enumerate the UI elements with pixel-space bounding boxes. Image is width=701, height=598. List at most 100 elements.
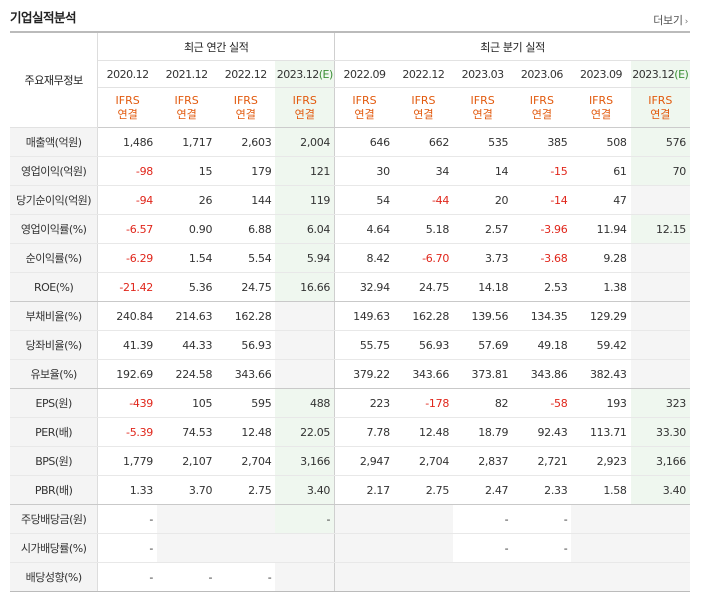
value-cell: -6.29 xyxy=(97,243,157,273)
table-row: PBR(배) 1.33 3.70 2.75 3.40 2.17 2.75 2.47 2.33 1.… xyxy=(10,475,690,505)
value-cell: 1,486 xyxy=(97,127,157,157)
value-cell xyxy=(453,562,513,592)
value-cell: 3.40 xyxy=(275,475,335,505)
row-label: 시가배당률(%) xyxy=(10,533,99,563)
period-header: 2021.12 xyxy=(157,60,217,88)
ifrs-label: IFRS xyxy=(588,93,614,107)
value-cell: 49.18 xyxy=(512,330,572,360)
annual-group-header: 최근 연간 실적 xyxy=(97,31,335,61)
row-label: 당기순이익(억원) xyxy=(10,185,99,215)
value-cell xyxy=(393,504,454,534)
ifrs-label: IFRS xyxy=(233,93,258,107)
value-cell: 82 xyxy=(453,388,513,418)
value-cell: 59.42 xyxy=(571,330,631,360)
value-cell: 1.33 xyxy=(97,475,157,505)
period-header: 2020.12 xyxy=(97,60,157,88)
row-label: 유보율(%) xyxy=(10,359,99,389)
value-cell: 6.04 xyxy=(275,214,335,244)
value-cell xyxy=(393,533,454,563)
value-cell: - xyxy=(97,533,157,563)
value-cell: 2,004 xyxy=(275,127,335,157)
table-row: 영업이익(억원) -98 15 179 121 30 34 14 -15 61 70 xyxy=(10,156,690,186)
value-cell: 508 xyxy=(571,127,631,157)
value-cell: 121 xyxy=(275,156,335,186)
value-cell: 3.40 xyxy=(630,475,690,505)
period-label: 2023.06 xyxy=(520,67,564,81)
period-header: 2022.12 xyxy=(393,60,454,88)
value-cell: 240.84 xyxy=(97,301,157,331)
ifrs-header: IFRS 연결 xyxy=(512,87,572,128)
value-cell: 3.73 xyxy=(453,243,513,273)
value-cell xyxy=(275,359,335,389)
value-cell xyxy=(512,562,572,592)
table-row: 영업이익률(%) -6.57 0.90 6.88 6.04 4.64 5.18 2.57 -3.… xyxy=(10,214,690,244)
value-cell: -21.42 xyxy=(97,272,157,302)
ifrs-header: IFRS 연결 xyxy=(393,87,454,128)
ifrs-header: IFRS 연결 xyxy=(453,87,513,128)
consolidated-label: 연결 xyxy=(413,107,434,121)
row-label: 부채비율(%) xyxy=(10,301,99,331)
consolidated-label: 연결 xyxy=(294,107,315,121)
value-cell: 129.29 xyxy=(571,301,631,331)
table-row: ROE(%) -21.42 5.36 24.75 16.66 32.94 24.75 14.1… xyxy=(10,272,690,302)
chevron-right-icon: › xyxy=(684,17,689,27)
row-label: 영업이익(억원) xyxy=(10,156,99,186)
value-cell: 70 xyxy=(630,156,690,186)
value-cell: - xyxy=(275,504,335,534)
value-cell: 6.88 xyxy=(216,214,276,244)
row-label: 당좌비율(%) xyxy=(10,330,99,360)
row-label: BPS(원) xyxy=(10,446,99,476)
value-cell: 2.33 xyxy=(512,475,572,505)
value-cell xyxy=(630,272,690,302)
estimate-mark: (E) xyxy=(318,67,334,81)
consolidated-label: 연결 xyxy=(235,107,256,121)
value-cell xyxy=(630,185,690,215)
value-cell: 1,779 xyxy=(97,446,157,476)
value-cell: 1.58 xyxy=(571,475,631,505)
value-cell xyxy=(571,562,631,592)
value-cell: 119 xyxy=(275,185,335,215)
value-cell: 193 xyxy=(571,388,631,418)
quarterly-group-header: 최근 분기 실적 xyxy=(334,31,690,61)
value-cell: 382.43 xyxy=(571,359,631,389)
header-group-row: 주요재무정보 최근 연간 실적 최근 분기 실적 xyxy=(10,31,690,128)
period-label: 2023.12 xyxy=(276,67,320,81)
value-cell: 323 xyxy=(630,388,690,418)
value-cell: 12.48 xyxy=(216,417,276,447)
period-label: 2022.09 xyxy=(343,67,386,81)
value-cell xyxy=(630,243,690,273)
table-row: BPS(원) 1,779 2,107 2,704 3,166 2,947 2,704 2,83… xyxy=(10,446,690,476)
ifrs-header: IFRS 연결 xyxy=(275,87,335,128)
value-cell: 54 xyxy=(334,185,394,215)
period-label: 2023.03 xyxy=(461,67,505,81)
value-cell: 56.93 xyxy=(393,330,454,360)
table-row: PER(배) -5.39 74.53 12.48 22.05 7.78 12.48 18.79… xyxy=(10,417,690,447)
value-cell: 2,603 xyxy=(216,127,276,157)
value-cell xyxy=(157,504,217,534)
value-cell: 61 xyxy=(571,156,631,186)
row-label-header: 주요재무정보 xyxy=(10,31,99,128)
ifrs-label: IFRS xyxy=(529,93,554,107)
value-cell: 16.66 xyxy=(275,272,335,302)
value-cell: 343.66 xyxy=(393,359,454,389)
period-label: 2023.12 xyxy=(632,67,675,81)
ifrs-header-row: IFRS 연결 IFRS 연결 IFRS 연결 IFRS 연결 IFRS 연결 IFRS 연결 IFRS… xyxy=(10,87,690,128)
table-row: 유보율(%) 192.69 224.58 343.66 379.22 343.66 373.… xyxy=(10,359,690,389)
row-label: ROE(%) xyxy=(10,272,99,302)
value-cell: 2,947 xyxy=(334,446,394,476)
estimate-mark: (E) xyxy=(674,67,689,81)
section-title: 기업실적분석 xyxy=(10,10,77,25)
value-cell: 32.94 xyxy=(334,272,394,302)
value-cell: 9.28 xyxy=(571,243,631,273)
value-cell xyxy=(334,562,394,592)
row-label: 배당성향(%) xyxy=(10,562,99,592)
value-cell xyxy=(571,533,631,563)
row-label: PER(배) xyxy=(10,417,99,447)
more-link[interactable]: 더보기 › xyxy=(653,12,688,28)
value-cell xyxy=(334,533,394,563)
value-cell: 179 xyxy=(216,156,276,186)
value-cell: 20 xyxy=(453,185,513,215)
value-cell: - xyxy=(157,562,217,592)
value-cell: 2,721 xyxy=(512,446,572,476)
value-cell: 1.38 xyxy=(571,272,631,302)
